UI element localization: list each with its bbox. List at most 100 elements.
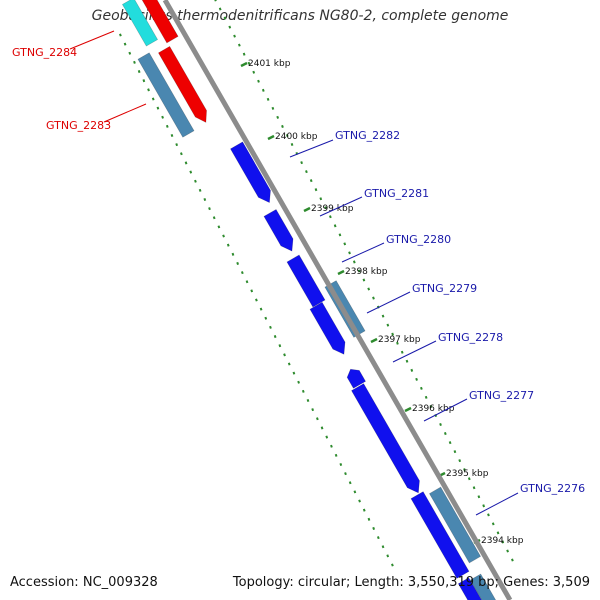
ring-dot <box>151 97 155 101</box>
ring-dot <box>242 52 246 56</box>
label-leader-line <box>289 139 334 158</box>
ring-dot <box>212 216 216 220</box>
ring-dot <box>255 298 258 302</box>
genome-summary: Topology: circular; Length: 3,550,319 bp… <box>232 575 590 590</box>
ring-dot <box>316 417 319 421</box>
ring-dot <box>170 134 174 138</box>
ring-dot <box>228 25 232 29</box>
tick-mark <box>303 206 311 213</box>
ring-dot <box>189 170 193 174</box>
tick-label: 2394 kbp <box>481 536 524 546</box>
ring-dot <box>320 426 324 430</box>
ring-dot <box>325 435 329 439</box>
gene-arrow <box>309 301 346 355</box>
ring-dot <box>348 251 351 255</box>
ring-dot <box>372 526 375 530</box>
ring-dot <box>300 161 303 165</box>
ring-dot <box>257 79 260 83</box>
ring-dot <box>297 380 300 384</box>
tick-mark <box>337 269 345 276</box>
ring-dot <box>203 197 207 201</box>
gene-label[interactable]: GTNG_2282 <box>335 129 400 142</box>
gene-arrow <box>469 573 497 600</box>
reverse-strand-genes[interactable] <box>121 0 497 600</box>
ring-dot <box>285 133 289 138</box>
tick-label: 2398 kbp <box>345 267 388 277</box>
ring-dot <box>259 307 263 311</box>
tick-label: 2400 kbp <box>275 132 318 142</box>
ring-dot <box>194 179 197 183</box>
ring-dot <box>501 540 505 544</box>
ring-dot <box>161 115 164 119</box>
accession-label: Accession: <box>10 575 79 590</box>
ring-dot <box>222 234 225 238</box>
ring-dot <box>264 316 268 320</box>
ring-dot <box>400 350 404 354</box>
ring-dot <box>439 422 442 427</box>
accession-info: Accession: NC_009328 <box>10 575 158 590</box>
outer-dotted-ring <box>119 33 394 567</box>
ring-dot <box>396 341 399 345</box>
tick-mark <box>370 337 378 344</box>
tick-mark <box>240 61 248 68</box>
ring-dot <box>311 408 315 412</box>
ring-dot <box>477 495 481 499</box>
gene-label[interactable]: GTNG_2276 <box>520 482 585 495</box>
gene-label[interactable]: GTNG_2283 <box>46 119 111 132</box>
label-leader-line <box>392 340 437 363</box>
tick-mark <box>267 134 275 141</box>
ring-dot <box>357 269 361 273</box>
ring-dot <box>165 124 169 128</box>
ring-dot <box>367 517 371 521</box>
ring-dot <box>137 70 141 74</box>
ring-dot <box>301 389 305 393</box>
label-leader-line <box>366 291 411 314</box>
ring-dot <box>334 453 338 457</box>
ring-dot <box>415 377 418 381</box>
gene-label[interactable]: GTNG_2281 <box>364 187 429 200</box>
gene-arrow <box>346 368 366 389</box>
kbp-tick-labels: 2401 kbp 2400 kbp 2399 kbp 2398 kbp 2397 kbp… <box>248 59 524 546</box>
label-leader-line <box>475 492 519 516</box>
ring-dot <box>424 395 428 399</box>
gene-label[interactable]: GTNG_2279 <box>412 282 477 295</box>
ring-dot <box>338 233 342 237</box>
ring-dot <box>496 531 500 535</box>
ring-dot <box>133 60 136 64</box>
gene-arrow <box>263 209 294 252</box>
ring-dot <box>333 224 337 228</box>
ring-dot <box>276 115 280 119</box>
ring-dot <box>271 106 275 110</box>
inner-dotted-ring <box>214 0 514 562</box>
gene-arrow <box>286 254 326 308</box>
label-leader-line <box>69 30 115 50</box>
ring-dot <box>236 261 239 265</box>
ring-dot <box>362 508 366 512</box>
ring-dot <box>487 513 490 517</box>
gene-labels[interactable]: GTNG_2284 GTNG_2283 GTNG_2282 GTNG_2281 GTNG… <box>12 46 585 495</box>
ring-dot <box>175 143 179 147</box>
tick-label: 2396 kbp <box>412 404 455 414</box>
ring-dot <box>362 278 366 282</box>
ring-dot <box>319 197 323 201</box>
gene-arrow <box>457 577 483 600</box>
gene-label[interactable]: GTNG_2280 <box>386 233 451 246</box>
ring-dot <box>467 477 471 481</box>
gene-label[interactable]: GTNG_2277 <box>469 389 534 402</box>
ring-dot <box>329 215 332 219</box>
ring-dot <box>405 359 409 363</box>
ring-dot <box>381 314 385 318</box>
ring-dot <box>266 97 270 101</box>
ring-dot <box>381 545 385 549</box>
label-leader-line <box>319 196 363 217</box>
ring-dot <box>292 371 296 375</box>
ring-dot <box>180 152 183 156</box>
gene-label[interactable]: GTNG_2278 <box>438 331 503 344</box>
tick-label: 2395 kbp <box>446 469 489 479</box>
gene-label[interactable]: GTNG_2284 <box>12 46 77 59</box>
forward-strand-genes[interactable] <box>141 0 483 600</box>
ring-dot <box>429 404 433 408</box>
ring-dot <box>226 243 230 247</box>
ring-dot <box>208 207 211 211</box>
